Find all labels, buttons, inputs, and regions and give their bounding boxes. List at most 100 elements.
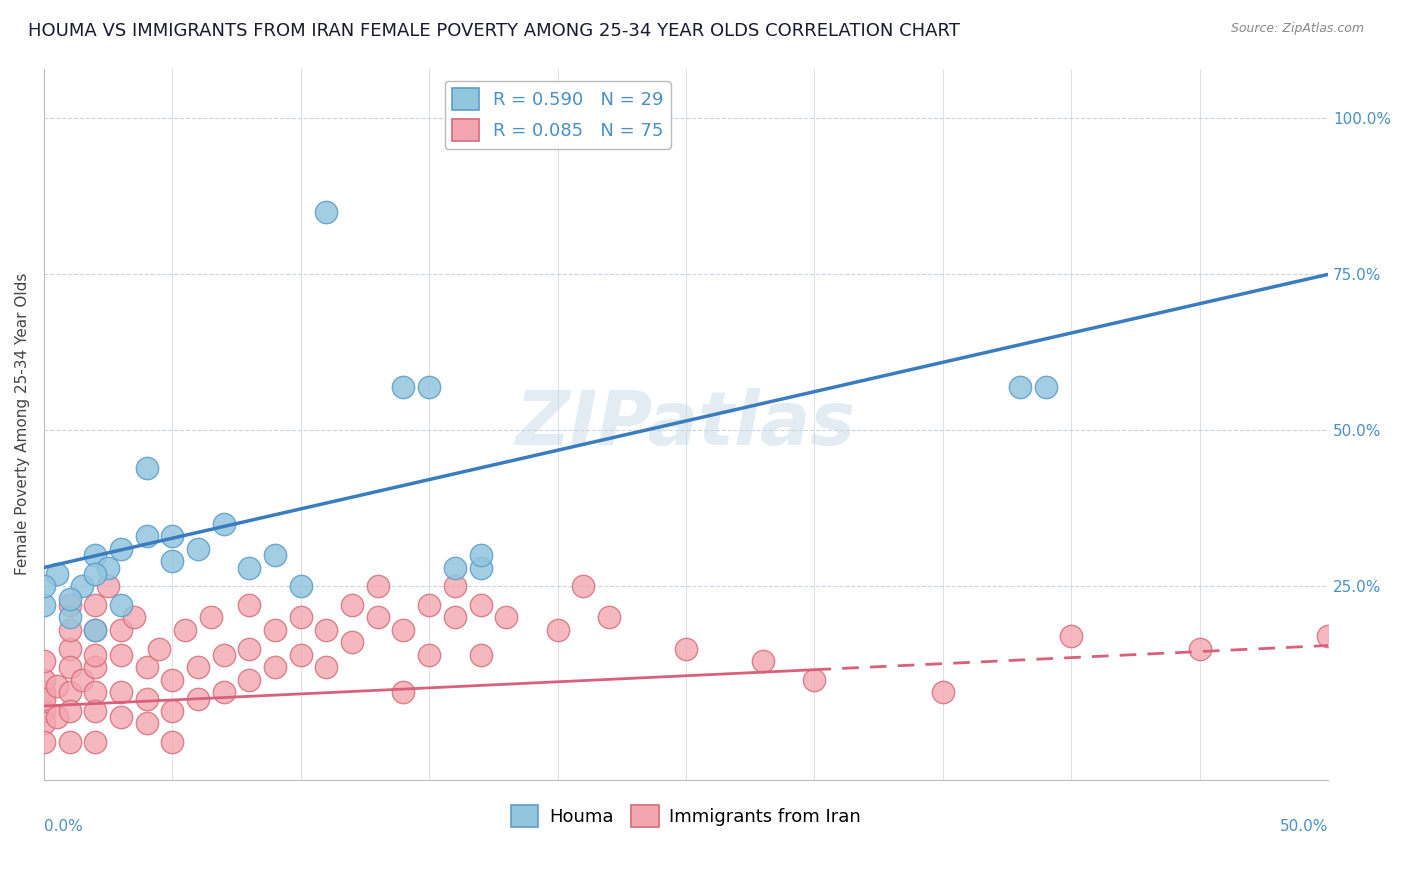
Point	[444, 610, 467, 624]
Text: HOUMA VS IMMIGRANTS FROM IRAN FEMALE POVERTY AMONG 25-34 YEAR OLDS CORRELATION C: HOUMA VS IMMIGRANTS FROM IRAN FEMALE POV…	[28, 22, 960, 40]
Point	[110, 685, 132, 699]
Point	[264, 623, 287, 637]
Point	[162, 735, 184, 749]
Point	[135, 529, 157, 543]
Point	[32, 704, 55, 718]
Point	[32, 691, 55, 706]
Point	[315, 660, 337, 674]
Point	[444, 560, 467, 574]
Point	[572, 579, 595, 593]
Point	[752, 654, 775, 668]
Point	[32, 579, 55, 593]
Point	[58, 660, 80, 674]
Point	[290, 648, 312, 662]
Point	[675, 641, 697, 656]
Point	[418, 648, 440, 662]
Point	[162, 554, 184, 568]
Point	[58, 610, 80, 624]
Point	[45, 710, 67, 724]
Point	[58, 735, 80, 749]
Point	[58, 623, 80, 637]
Point	[110, 648, 132, 662]
Point	[187, 691, 209, 706]
Point	[367, 610, 389, 624]
Point	[392, 623, 415, 637]
Point	[418, 379, 440, 393]
Point	[315, 623, 337, 637]
Point	[72, 579, 94, 593]
Point	[135, 691, 157, 706]
Point	[84, 566, 107, 581]
Point	[162, 529, 184, 543]
Text: 0.0%: 0.0%	[44, 819, 83, 834]
Point	[122, 610, 145, 624]
Point	[45, 566, 67, 581]
Point	[367, 579, 389, 593]
Point	[238, 641, 260, 656]
Point	[32, 716, 55, 731]
Point	[1008, 379, 1031, 393]
Point	[97, 579, 120, 593]
Point	[84, 660, 107, 674]
Point	[470, 548, 492, 562]
Point	[97, 560, 120, 574]
Point	[1060, 629, 1083, 643]
Point	[444, 579, 467, 593]
Point	[212, 516, 235, 531]
Point	[135, 716, 157, 731]
Y-axis label: Female Poverty Among 25-34 Year Olds: Female Poverty Among 25-34 Year Olds	[15, 273, 30, 575]
Point	[1317, 629, 1340, 643]
Point	[84, 704, 107, 718]
Point	[264, 660, 287, 674]
Point	[212, 648, 235, 662]
Point	[238, 560, 260, 574]
Point	[803, 673, 825, 687]
Point	[84, 548, 107, 562]
Point	[547, 623, 569, 637]
Point	[84, 623, 107, 637]
Point	[84, 598, 107, 612]
Point	[470, 560, 492, 574]
Point	[110, 541, 132, 556]
Point	[162, 673, 184, 687]
Point	[238, 673, 260, 687]
Point	[32, 735, 55, 749]
Point	[392, 379, 415, 393]
Point	[32, 598, 55, 612]
Point	[84, 685, 107, 699]
Point	[340, 598, 363, 612]
Point	[110, 623, 132, 637]
Point	[495, 610, 517, 624]
Point	[135, 660, 157, 674]
Point	[290, 610, 312, 624]
Point	[135, 460, 157, 475]
Point	[598, 610, 620, 624]
Point	[58, 598, 80, 612]
Point	[392, 685, 415, 699]
Point	[110, 598, 132, 612]
Point	[1188, 641, 1211, 656]
Point	[45, 679, 67, 693]
Point	[290, 579, 312, 593]
Point	[200, 610, 222, 624]
Point	[174, 623, 197, 637]
Text: Source: ZipAtlas.com: Source: ZipAtlas.com	[1230, 22, 1364, 36]
Text: 50.0%: 50.0%	[1279, 819, 1329, 834]
Point	[110, 710, 132, 724]
Point	[58, 641, 80, 656]
Text: ZIPatlas: ZIPatlas	[516, 387, 856, 460]
Point	[238, 598, 260, 612]
Point	[84, 735, 107, 749]
Point	[32, 654, 55, 668]
Point	[264, 548, 287, 562]
Point	[58, 685, 80, 699]
Point	[58, 591, 80, 606]
Point	[470, 648, 492, 662]
Point	[187, 541, 209, 556]
Point	[84, 648, 107, 662]
Legend: Houma, Immigrants from Iran: Houma, Immigrants from Iran	[503, 798, 869, 835]
Point	[932, 685, 955, 699]
Point	[212, 685, 235, 699]
Point	[315, 205, 337, 219]
Point	[84, 623, 107, 637]
